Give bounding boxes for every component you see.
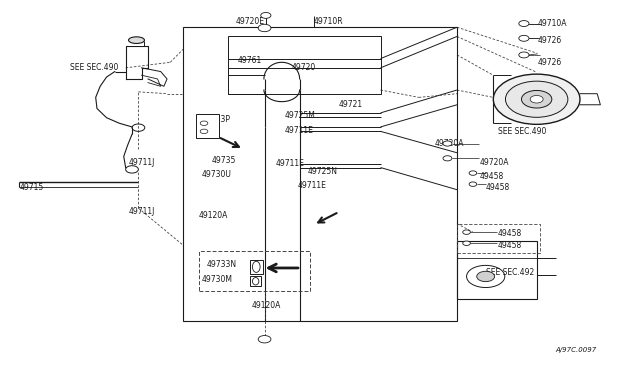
Circle shape [258, 336, 271, 343]
Circle shape [522, 90, 552, 108]
Text: 49735: 49735 [212, 155, 236, 165]
Text: 49761: 49761 [237, 56, 261, 65]
Bar [457, 241, 537, 299]
Text: 49458: 49458 [497, 241, 522, 250]
Text: 49458: 49458 [479, 172, 504, 181]
Text: 49711J: 49711J [129, 157, 156, 167]
Bar [228, 36, 381, 94]
Bar [457, 224, 540, 253]
Text: 49725M: 49725M [285, 111, 316, 121]
Circle shape [506, 81, 568, 117]
Bar [199, 251, 310, 291]
Text: 49458: 49458 [497, 230, 522, 238]
Ellipse shape [129, 37, 145, 44]
Text: 49458: 49458 [486, 183, 510, 192]
Circle shape [443, 156, 452, 161]
Text: 49711E: 49711E [275, 159, 304, 169]
Bar [129, 41, 144, 46]
Text: 49711J: 49711J [129, 207, 156, 217]
Circle shape [463, 230, 470, 234]
Text: 49715: 49715 [19, 183, 44, 192]
Text: SEE SEC.490: SEE SEC.490 [499, 127, 547, 136]
Circle shape [477, 271, 495, 282]
Text: 49726: 49726 [538, 36, 562, 45]
Text: 49726: 49726 [538, 58, 562, 67]
Bar [183, 27, 457, 321]
Text: 49733P: 49733P [202, 115, 231, 124]
Circle shape [469, 171, 477, 175]
Text: 49720E: 49720E [236, 17, 265, 26]
Circle shape [463, 241, 470, 246]
Text: 49120A: 49120A [252, 301, 281, 311]
Text: SEE SEC.490: SEE SEC.490 [70, 63, 118, 72]
Circle shape [519, 35, 529, 41]
Text: 49120A: 49120A [199, 211, 228, 220]
Circle shape [530, 96, 543, 103]
Text: 49711E: 49711E [298, 182, 326, 190]
Text: 49710R: 49710R [314, 17, 343, 26]
Circle shape [493, 74, 580, 124]
Text: 49710A: 49710A [538, 19, 568, 28]
Circle shape [519, 52, 529, 58]
Text: 49730M: 49730M [202, 275, 233, 283]
Circle shape [443, 141, 452, 146]
Circle shape [519, 20, 529, 26]
Text: 49720A: 49720A [435, 139, 464, 148]
Text: 49711E: 49711E [285, 126, 314, 135]
Text: 49720A: 49720A [479, 157, 509, 167]
Text: 49720: 49720 [291, 63, 316, 72]
Bar [250, 260, 262, 274]
Circle shape [469, 182, 477, 186]
Text: A/97C.0097: A/97C.0097 [556, 347, 597, 353]
Text: 49721: 49721 [339, 100, 364, 109]
Circle shape [260, 13, 271, 18]
Circle shape [258, 24, 271, 32]
Text: 49733N: 49733N [207, 260, 237, 269]
Bar [196, 114, 219, 138]
Text: 49725N: 49725N [307, 167, 337, 176]
Text: SEE SEC.492: SEE SEC.492 [486, 268, 534, 277]
Bar [250, 276, 261, 286]
Text: 49730U: 49730U [202, 170, 232, 179]
